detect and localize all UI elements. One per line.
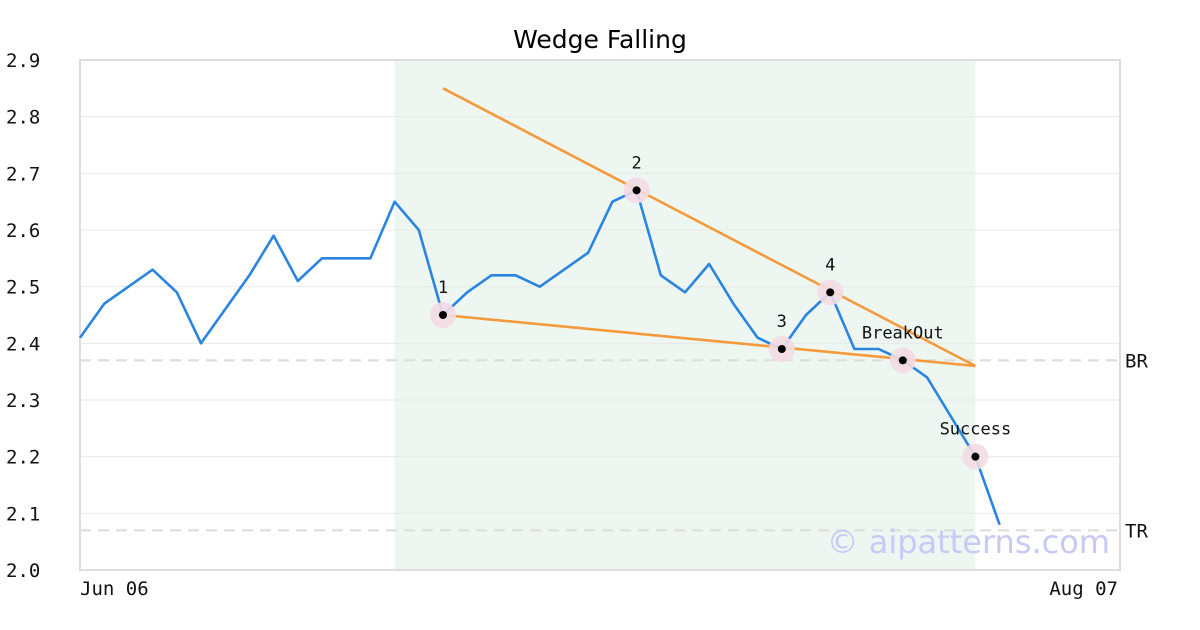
- trend-line: [442, 87, 977, 368]
- x-tick-label: Aug 07: [1049, 578, 1118, 600]
- levels: BR TR: [80, 350, 1148, 542]
- watermark: © aipatterns.com: [827, 523, 1110, 561]
- annotation-point: [439, 311, 447, 319]
- pattern-zone-band: [394, 60, 976, 570]
- x-axis: Jun 06 Aug 07: [80, 578, 1118, 600]
- annotation-point: [632, 186, 641, 195]
- y-tick-label: 2.6: [6, 220, 40, 242]
- y-tick-label: 2.5: [6, 277, 40, 299]
- y-tick-label: 2.7: [6, 163, 40, 185]
- y-tick-label: 2.3: [6, 390, 40, 412]
- y-axis: 2.0 2.1 2.2 2.3 2.4 2.5 2.6 2.7 2.8 2.9: [6, 50, 40, 582]
- trend-line: [442, 313, 976, 368]
- annotations: 1 2 3 4 BreakOut Success: [430, 153, 1012, 470]
- y-tick-label: 2.9: [6, 50, 40, 72]
- annotation-label: 4: [825, 255, 835, 275]
- level-label: TR: [1125, 520, 1148, 542]
- level-label: BR: [1125, 350, 1148, 372]
- chart-title: Wedge Falling: [513, 25, 687, 54]
- pattern-zone: [394, 60, 976, 570]
- annotation-label: 3: [777, 312, 787, 332]
- annotation-label: BreakOut: [862, 323, 944, 343]
- trend-lines: [442, 87, 977, 368]
- y-tick-label: 2.0: [6, 560, 40, 582]
- y-tick-label: 2.4: [6, 333, 40, 355]
- annotation-label: Success: [940, 420, 1012, 440]
- price-line: [78, 189, 1001, 526]
- annotation-point: [826, 288, 835, 297]
- x-tick-label: Jun 06: [80, 578, 149, 600]
- y-tick-label: 2.2: [6, 447, 40, 469]
- annotation-point: [971, 452, 980, 461]
- y-tick-label: 2.8: [6, 107, 40, 129]
- annotation-point: [777, 345, 786, 353]
- annotation-label: 1: [438, 278, 448, 298]
- annotation-point: [898, 356, 907, 365]
- plot-frame: [79, 59, 1121, 571]
- annotation-label: 2: [631, 153, 641, 173]
- y-tick-label: 2.1: [6, 503, 40, 525]
